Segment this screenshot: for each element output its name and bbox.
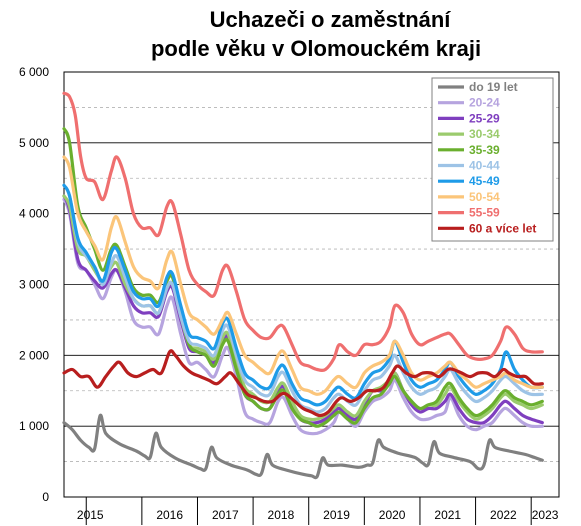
legend-label: 50-54	[469, 190, 500, 204]
series-line-9	[62, 349, 544, 418]
plot-area-border	[63, 71, 560, 498]
legend-label: 30-34	[469, 127, 500, 141]
y-tick-label: 6 000	[19, 65, 49, 79]
y-tick-label: 4 000	[19, 207, 49, 221]
x-tick-label: 2015	[77, 508, 104, 522]
x-tick-label: 2021	[434, 508, 461, 522]
x-tick-label: 2016	[156, 508, 183, 522]
x-tick-label: 2017	[212, 508, 239, 522]
y-tick-label: 0	[42, 490, 49, 504]
x-tick-label: 2022	[490, 508, 517, 522]
series-line-4	[62, 127, 544, 428]
legend-label: 20-24	[469, 96, 500, 110]
legend-label: 55-59	[469, 206, 500, 220]
series-line-6	[62, 183, 544, 407]
legend-label: 45-49	[469, 174, 500, 188]
series-line-8	[62, 91, 544, 373]
y-axis: 0 1 000 2 000 3 000 4 000 5 000 6 000	[19, 65, 49, 504]
x-tick-label: 2018	[268, 508, 295, 522]
series-lines	[62, 91, 544, 480]
legend-label: 35-39	[469, 143, 500, 157]
y-tick-label: 3 000	[19, 278, 49, 292]
chart-title-line-1: Uchazeči o zaměstnání	[210, 7, 452, 32]
legend-label: do 19 let	[469, 80, 518, 94]
x-axis: 2015 2016 2017 2018 2019 2020 2021 2022 2023	[77, 497, 559, 525]
legend-label: 40-44	[469, 159, 500, 173]
series-line-1	[62, 197, 544, 436]
legend-label: 25-29	[469, 111, 500, 125]
chart-title-line-2: podle věku v Olomouckém kraji	[151, 36, 481, 61]
x-tick-label: 2023	[532, 508, 559, 522]
x-tick-label: 2019	[323, 508, 350, 522]
x-tick-label: 2020	[379, 508, 406, 522]
y-tick-label: 5 000	[19, 136, 49, 150]
series-line-0	[62, 413, 544, 480]
y-tick-label: 1 000	[19, 419, 49, 433]
legend-label: 60 a více let	[469, 221, 536, 235]
y-tick-label: 2 000	[19, 348, 49, 362]
